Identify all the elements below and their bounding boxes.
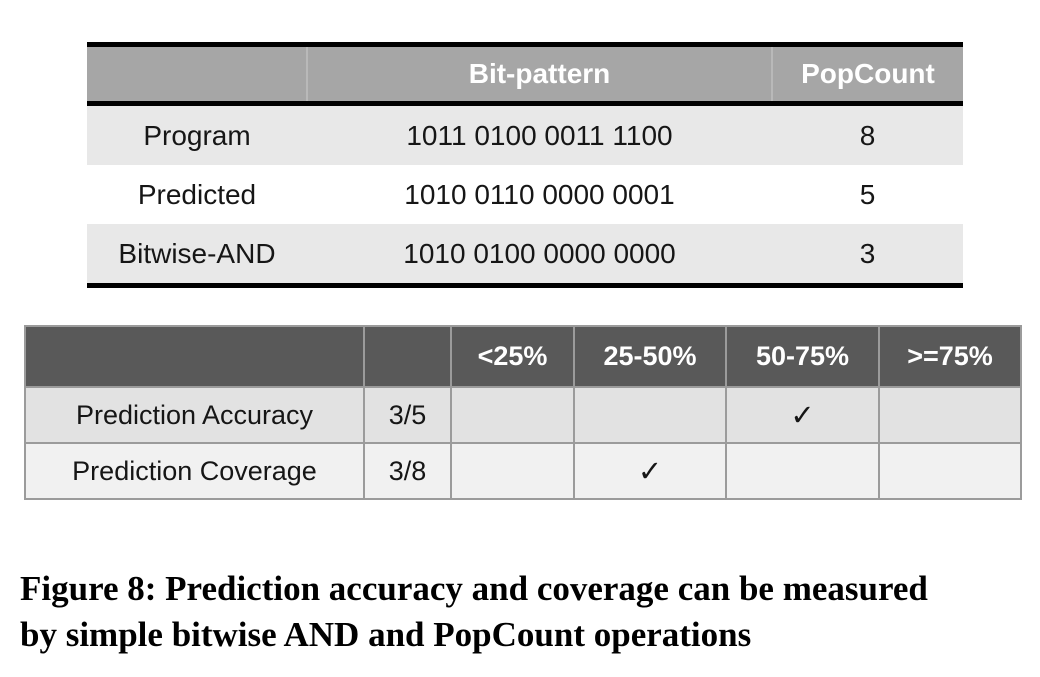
t1-predicted-label: Predicted: [87, 165, 307, 224]
t1-header-empty: [87, 44, 307, 106]
figure-caption-line2: by simple bitwise AND and PopCount opera…: [20, 614, 752, 654]
t2-header-empty-ratio: [363, 325, 452, 388]
t2-accuracy-label: Prediction Accuracy: [24, 386, 365, 444]
figure-caption-line1: Figure 8: Prediction accuracy and covera…: [20, 569, 928, 608]
t2-coverage-50-75: [725, 442, 880, 500]
t2-accuracy-lt25: [450, 386, 575, 444]
t1-program-popcount: 8: [772, 103, 963, 165]
figure-caption: Figure 8: Prediction accuracy and covera…: [20, 566, 1036, 657]
t2-header-row: <25% 25-50% 50-75% >=75%: [24, 325, 1022, 388]
t2-coverage-lt25: [450, 442, 575, 500]
checkmark-icon: ✓: [725, 386, 880, 444]
t2-coverage-ratio: 3/8: [363, 442, 452, 500]
t1-header-bitpattern: Bit-pattern: [306, 44, 772, 106]
t2-coverage-ge75: [878, 442, 1022, 500]
t1-bitwise-and-bits: 1010 0100 0000 0000: [307, 224, 772, 286]
t2-accuracy-ratio: 3/5: [363, 386, 452, 444]
t2-header-empty-label: [24, 325, 365, 388]
table-row-coverage: Prediction Coverage 3/8 ✓: [24, 442, 1022, 500]
t1-predicted-bits: 1010 0110 0000 0001: [307, 165, 772, 224]
t1-header-row: Bit-pattern PopCount: [87, 44, 963, 106]
t1-predicted-popcount: 5: [772, 165, 963, 224]
checkmark-icon: ✓: [573, 442, 727, 500]
t1-bitwise-and-label: Bitwise-AND: [87, 224, 307, 286]
table-row-predicted: Predicted 1010 0110 0000 0001 5: [87, 165, 963, 224]
t1-header-popcount: PopCount: [771, 44, 963, 106]
t2-header-50-75: 50-75%: [725, 325, 880, 388]
bitpattern-table: Bit-pattern PopCount Program 1011 0100 0…: [87, 42, 963, 288]
t2-accuracy-ge75: [878, 386, 1022, 444]
t1-program-bits: 1011 0100 0011 1100: [307, 103, 772, 165]
table-row-accuracy: Prediction Accuracy 3/5 ✓: [24, 386, 1022, 444]
t2-header-lt25: <25%: [450, 325, 575, 388]
t2-coverage-label: Prediction Coverage: [24, 442, 365, 500]
table-row-program: Program 1011 0100 0011 1100 8: [87, 103, 963, 165]
t2-header-ge75: >=75%: [878, 325, 1022, 388]
t2-accuracy-25-50: [573, 386, 727, 444]
t1-program-label: Program: [87, 103, 307, 165]
t1-bitwise-and-popcount: 3: [772, 224, 963, 286]
accuracy-coverage-table: <25% 25-50% 50-75% >=75% Prediction Accu…: [24, 325, 1022, 500]
t2-header-25-50: 25-50%: [573, 325, 727, 388]
table-row-bitwise-and: Bitwise-AND 1010 0100 0000 0000 3: [87, 224, 963, 286]
